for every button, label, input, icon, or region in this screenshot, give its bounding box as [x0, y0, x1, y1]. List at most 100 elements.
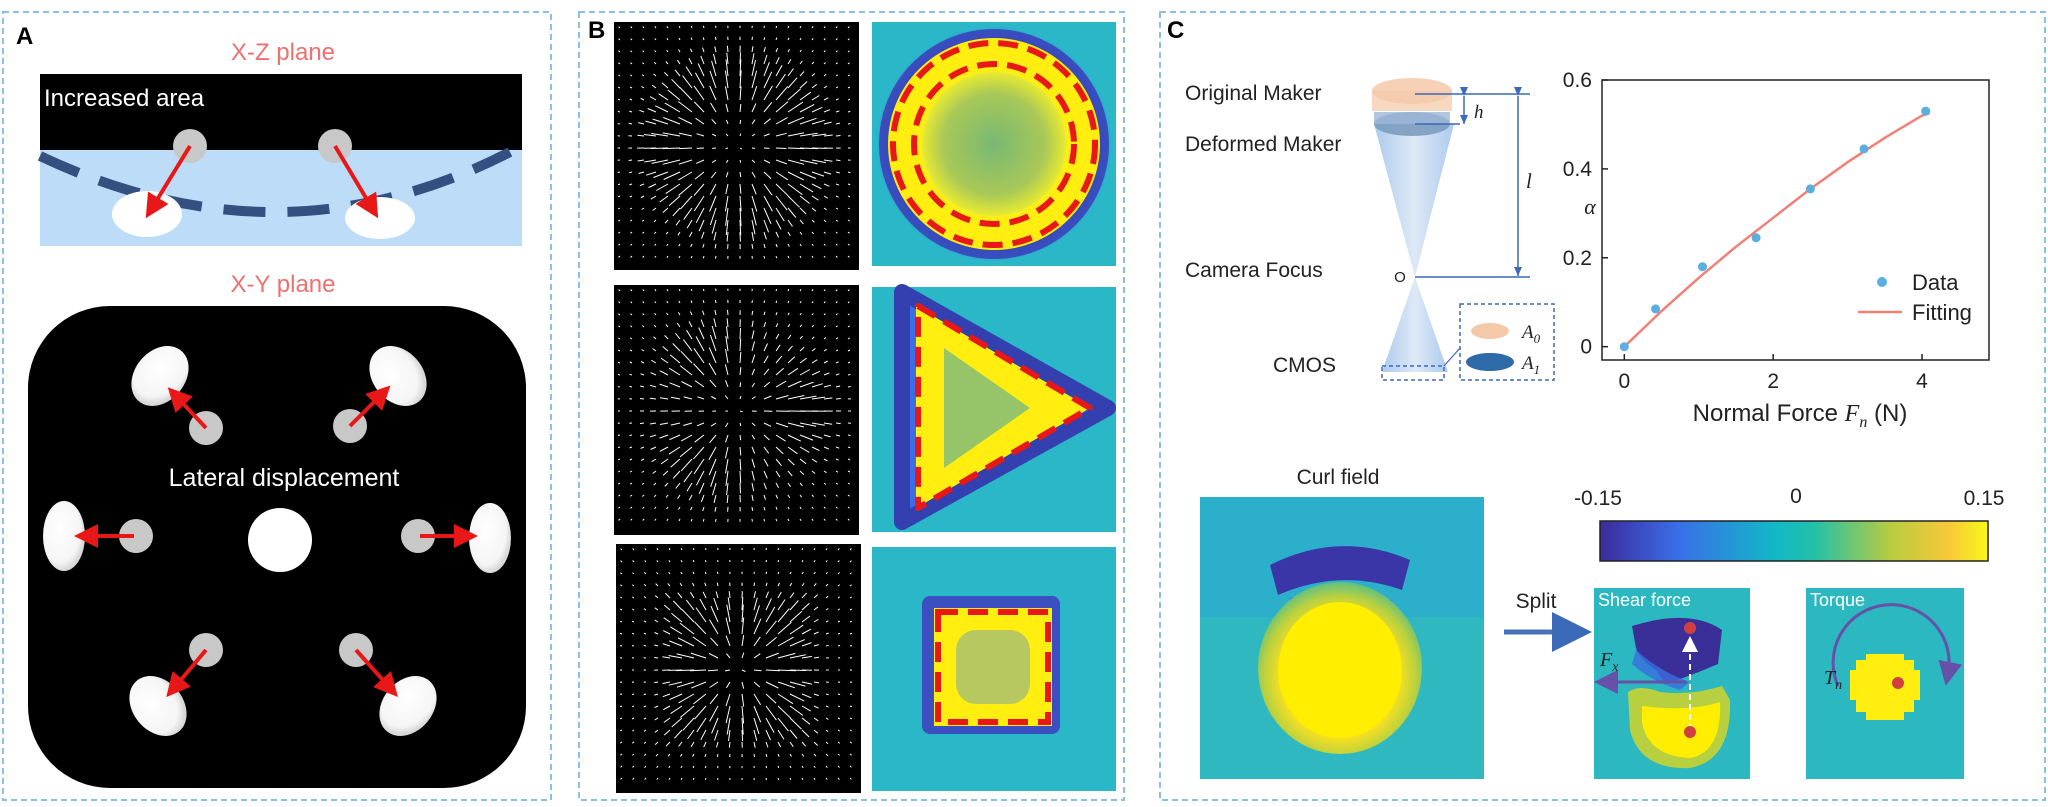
- field-vector: [777, 621, 792, 635]
- field-vector: [672, 470, 681, 479]
- ring-outer-dash: [890, 40, 1098, 248]
- camera-focus-label: Camera Focus: [1185, 259, 1323, 282]
- cmos-label: CMOS: [1273, 354, 1336, 377]
- field-vector: [700, 55, 705, 65]
- field-vector: [789, 741, 794, 747]
- field-vector: [676, 322, 681, 328]
- field-vector: [789, 639, 805, 647]
- field-vector: [763, 321, 767, 328]
- field-vector: [654, 595, 659, 599]
- field-vector: [698, 327, 705, 340]
- field-vector: [741, 604, 744, 623]
- field-vector: [678, 183, 693, 196]
- field-vector: [787, 37, 790, 41]
- field-vector: [789, 582, 793, 587]
- field-vector: [690, 300, 693, 304]
- field-vector: [617, 361, 621, 364]
- field-vector: [656, 548, 659, 551]
- field-vector: [647, 108, 657, 113]
- field-vector: [709, 619, 719, 635]
- field-vector: [618, 325, 621, 328]
- field-vector: [801, 655, 812, 659]
- field-vector: [823, 219, 827, 222]
- field-vector: [699, 598, 707, 611]
- field-vector: [835, 349, 839, 352]
- field-vector: [728, 741, 731, 748]
- field-vector: [847, 123, 851, 125]
- field-vector: [763, 219, 770, 233]
- field-vector: [677, 231, 681, 236]
- data-point: [1921, 106, 1931, 116]
- colorbar-gradient: [1599, 520, 1989, 562]
- field-vector: [763, 231, 767, 240]
- field-vector: [701, 231, 705, 239]
- field-vector: [751, 60, 756, 77]
- field-vector: [708, 458, 717, 476]
- field-vector: [751, 53, 755, 65]
- field-vector: [708, 446, 717, 460]
- field-vector: [811, 243, 814, 247]
- field-vector: [649, 397, 657, 400]
- field-vector: [763, 422, 772, 427]
- chart-series: [1619, 106, 1931, 352]
- xy-arrow-tl: [167, 387, 208, 430]
- field-vector: [703, 741, 707, 748]
- field-vector: [725, 103, 729, 113]
- field-vector: [620, 560, 623, 563]
- field-vector: [777, 547, 780, 551]
- field-vector: [823, 134, 833, 137]
- xz-ellipse-right: [345, 197, 415, 239]
- field-vector: [823, 518, 826, 521]
- field-vector: [659, 422, 669, 425]
- field-vector: [811, 119, 825, 125]
- field-vector: [630, 301, 633, 304]
- field-vector: [643, 632, 647, 635]
- field-vector: [725, 458, 729, 474]
- field-vector: [811, 482, 815, 486]
- torque-center-dot: [1892, 677, 1904, 689]
- field-vector: [837, 777, 840, 780]
- field-vector: [811, 26, 814, 29]
- field-vector: [739, 59, 742, 77]
- field-vector: [763, 300, 766, 304]
- field-vector: [681, 381, 693, 388]
- field-vector: [787, 367, 799, 376]
- field-vector: [787, 116, 805, 125]
- field-vector: [712, 482, 717, 496]
- field-vector: [763, 195, 773, 212]
- field-vector: [775, 37, 778, 41]
- field-vector: [661, 82, 669, 89]
- field-vector: [653, 171, 669, 178]
- field-vector: [709, 705, 719, 722]
- field-vector: [726, 482, 729, 496]
- field-vector: [811, 336, 815, 340]
- field-vector: [675, 332, 681, 340]
- field-vector: [692, 636, 707, 647]
- field-vector: [654, 38, 657, 41]
- field-vector: [725, 693, 731, 707]
- field-vector: [751, 434, 756, 440]
- field-vector: [765, 606, 776, 623]
- field-vector: [630, 219, 633, 222]
- torque-label-bg: [1806, 588, 1964, 612]
- field-vector: [680, 559, 683, 563]
- field-vector: [799, 159, 818, 165]
- field-vector: [801, 642, 812, 647]
- field-vector: [837, 717, 841, 720]
- field-vector: [751, 243, 754, 249]
- field-vector: [787, 59, 792, 65]
- field-vector: [751, 36, 753, 41]
- field-vector: [765, 669, 780, 672]
- field-vector: [825, 777, 828, 780]
- field-vector: [849, 548, 852, 551]
- field-vector: [835, 195, 839, 198]
- field-vector: [823, 243, 826, 246]
- field-vector: [630, 506, 633, 509]
- field-vector: [777, 559, 780, 563]
- field-vector: [725, 59, 729, 77]
- field-vector: [704, 571, 707, 575]
- field-vector: [813, 594, 819, 599]
- field-vector: [741, 717, 744, 735]
- colorbar-min: -0.15: [1574, 487, 1622, 510]
- field-vector: [849, 705, 853, 708]
